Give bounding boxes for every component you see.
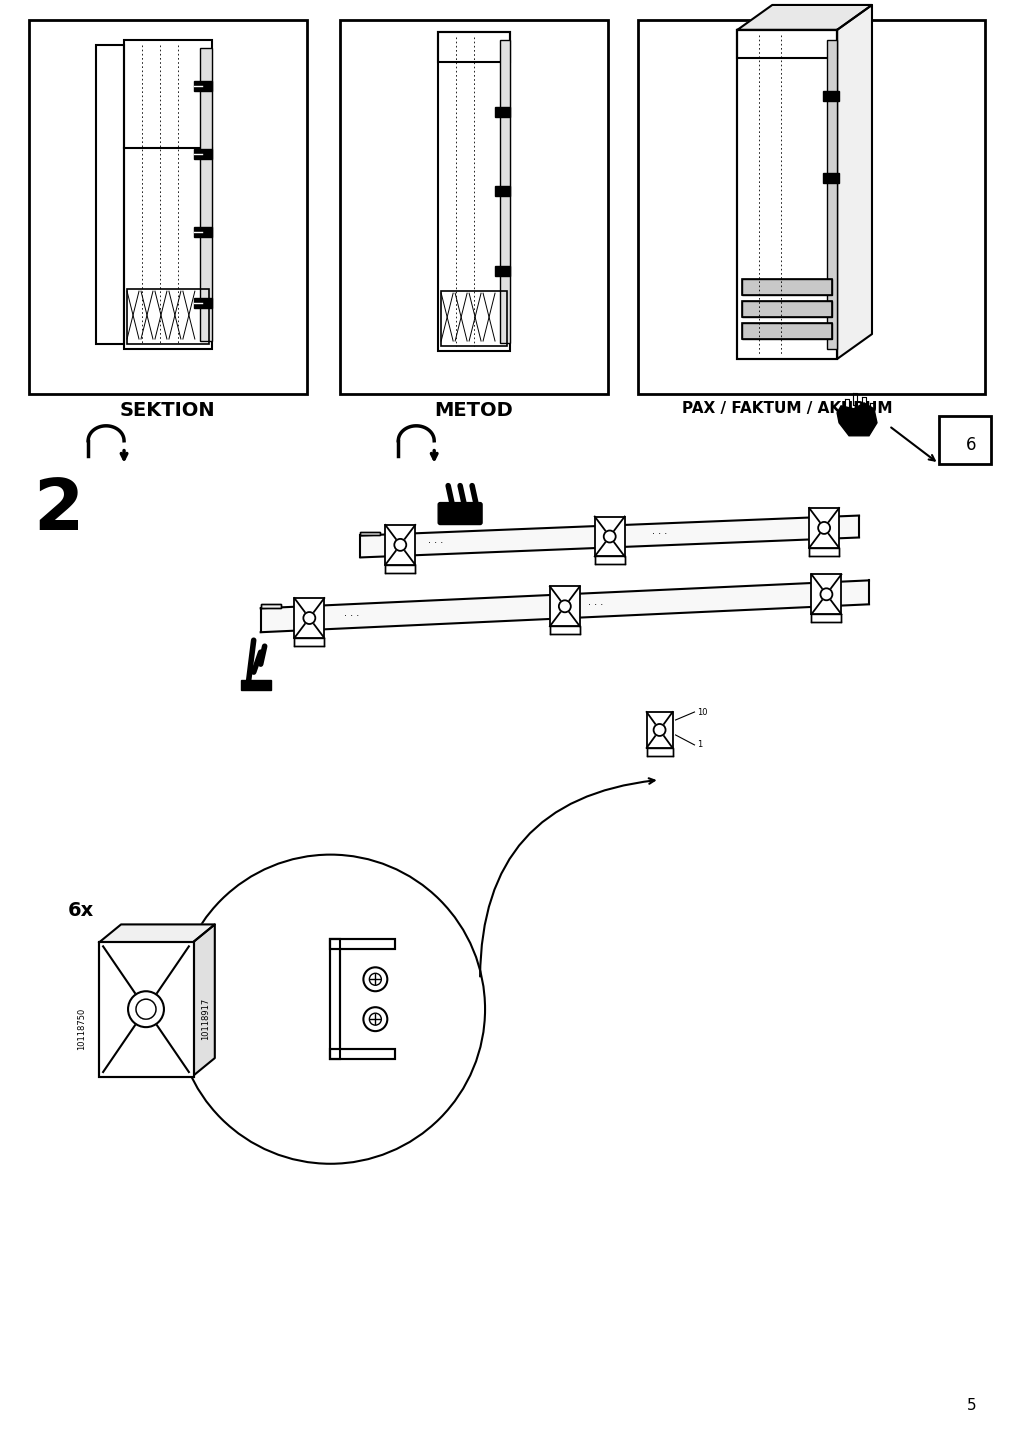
Text: 10118917: 10118917 (201, 998, 210, 1040)
Bar (737, 30, 836, 359)
Bar (549, 626, 579, 634)
Bar (294, 599, 324, 639)
Bar (194, 226, 211, 236)
Text: 10118750: 10118750 (77, 1008, 86, 1050)
FancyBboxPatch shape (438, 503, 481, 524)
Bar (441, 291, 507, 347)
Circle shape (128, 991, 164, 1027)
Bar (646, 748, 672, 756)
Bar (199, 47, 211, 341)
Bar (809, 548, 838, 556)
Bar (96, 44, 124, 344)
Bar (737, 30, 836, 359)
Bar (494, 106, 510, 116)
Bar (331, 939, 395, 949)
Polygon shape (261, 580, 868, 633)
Bar (742, 279, 831, 295)
Text: 10: 10 (697, 707, 708, 716)
Circle shape (817, 521, 829, 534)
Bar (127, 289, 208, 344)
Bar (438, 32, 510, 351)
Bar (360, 531, 380, 536)
Bar (99, 942, 194, 1077)
Bar (29, 20, 306, 394)
Circle shape (135, 1000, 156, 1020)
Bar (646, 712, 672, 748)
Bar (385, 526, 415, 564)
Text: SEKTION: SEKTION (120, 401, 215, 420)
Ellipse shape (176, 855, 484, 1164)
Text: · · ·: · · · (587, 600, 603, 610)
Circle shape (394, 538, 405, 551)
Bar (331, 1050, 395, 1060)
Bar (385, 564, 415, 573)
Text: 6x: 6x (68, 901, 94, 921)
Polygon shape (737, 4, 871, 30)
Bar (637, 20, 984, 394)
Bar (811, 614, 840, 623)
Text: · · ·: · · · (651, 530, 666, 540)
Bar (549, 586, 579, 626)
Bar (938, 415, 990, 464)
Text: 6: 6 (966, 435, 976, 454)
Bar (241, 680, 270, 690)
Text: METOD: METOD (435, 401, 513, 420)
Bar (742, 301, 831, 316)
Bar (331, 939, 340, 1060)
Text: · · ·: · · · (344, 611, 359, 621)
Bar (494, 266, 510, 276)
Bar (194, 149, 211, 159)
Bar (340, 20, 608, 394)
Bar (594, 517, 624, 557)
Circle shape (303, 611, 315, 624)
Bar (331, 939, 340, 1060)
Polygon shape (360, 516, 858, 557)
Bar (826, 40, 836, 349)
Polygon shape (193, 925, 214, 1075)
Bar (194, 82, 211, 92)
Circle shape (604, 530, 615, 543)
Bar (331, 1050, 395, 1060)
Bar (742, 301, 831, 316)
Circle shape (363, 1007, 387, 1031)
Text: PAX / FAKTUM / AKURUM: PAX / FAKTUM / AKURUM (681, 401, 892, 415)
Bar (742, 324, 831, 339)
Bar (360, 531, 380, 536)
Polygon shape (836, 402, 877, 435)
Text: · · ·: · · · (427, 538, 443, 548)
Bar (331, 939, 395, 949)
Bar (737, 30, 836, 57)
Circle shape (363, 967, 387, 991)
Bar (294, 639, 324, 646)
Bar (261, 604, 280, 609)
Bar (742, 324, 831, 339)
Circle shape (558, 600, 570, 613)
Circle shape (820, 589, 832, 600)
Bar (499, 40, 510, 344)
Polygon shape (836, 4, 871, 359)
Text: 2: 2 (33, 475, 84, 544)
Bar (194, 298, 211, 308)
Bar (124, 40, 211, 349)
Circle shape (653, 725, 665, 736)
Bar (742, 279, 831, 295)
Circle shape (135, 1000, 156, 1020)
Bar (261, 604, 280, 609)
Polygon shape (99, 925, 214, 942)
Bar (494, 186, 510, 196)
Bar (822, 90, 838, 100)
Text: 5: 5 (967, 1398, 976, 1413)
Bar (438, 32, 510, 62)
Bar (809, 508, 838, 548)
Text: 1: 1 (697, 740, 702, 749)
Bar (99, 942, 194, 1077)
Bar (811, 574, 840, 614)
Bar (822, 173, 838, 183)
Bar (594, 557, 624, 564)
